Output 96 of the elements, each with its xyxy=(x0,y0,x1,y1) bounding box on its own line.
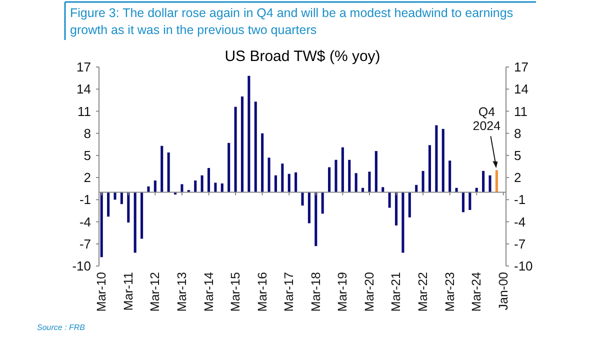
bar xyxy=(107,192,110,217)
bar xyxy=(268,158,270,192)
bar xyxy=(374,151,378,192)
bar xyxy=(415,184,418,192)
bar xyxy=(147,186,150,192)
bar xyxy=(281,164,284,192)
bar xyxy=(482,170,485,192)
bar xyxy=(388,192,391,208)
y-tick-label: -4 xyxy=(79,214,91,230)
bar xyxy=(348,160,351,192)
x-tick-label: Mar-12 xyxy=(148,272,162,312)
y2-tick-label: 17 xyxy=(514,60,528,75)
bar xyxy=(402,192,404,253)
bar xyxy=(334,160,338,192)
y2-tick-label: 5 xyxy=(514,148,522,163)
bar xyxy=(120,192,123,204)
x-tick-label: Mar-19 xyxy=(336,272,350,312)
annotation: Q4 2024 xyxy=(472,105,501,134)
chart-title: Figure 3: The dollar rose again in Q4 and will be a modest headwind to earnings growth as it was in the previous two quarters xyxy=(70,6,514,37)
bar xyxy=(394,192,398,226)
bar xyxy=(114,192,116,200)
source-note: Source : FRB xyxy=(37,323,86,332)
bar xyxy=(154,180,156,192)
y2-tick-label: 2 xyxy=(514,170,522,186)
y2-tick-label: -10 xyxy=(514,258,533,274)
bar xyxy=(488,175,492,192)
bar xyxy=(160,146,164,192)
bar xyxy=(127,192,130,223)
bar xyxy=(495,170,498,192)
chart-subtitle: US Broad TW$ (% yoy) xyxy=(224,48,380,65)
bar xyxy=(455,188,458,192)
bar xyxy=(214,182,217,192)
y-tick-label: 8 xyxy=(84,126,91,141)
bar xyxy=(200,175,204,192)
x-tick-label: Mar-24 xyxy=(470,272,484,312)
x-tick-label: Mar-18 xyxy=(308,272,323,312)
y-tick-label: 11 xyxy=(78,104,91,119)
x-tick-label: Mar-14 xyxy=(202,272,216,312)
bar xyxy=(468,192,472,210)
x-tick-label: Mar-22 xyxy=(416,272,430,312)
y2-tick-label: -4 xyxy=(514,214,526,230)
y-tick-label: 17 xyxy=(76,60,91,75)
bar xyxy=(140,192,144,239)
bar xyxy=(368,172,371,192)
bar xyxy=(321,192,324,214)
bar xyxy=(428,145,431,192)
bar xyxy=(354,173,358,192)
x-tick-label: Mar-13 xyxy=(174,272,189,312)
y-tick-label: -1 xyxy=(79,192,91,208)
bar xyxy=(301,192,304,206)
bar xyxy=(167,152,170,192)
bar xyxy=(462,192,464,212)
y-tick-label: 5 xyxy=(84,148,91,163)
bar xyxy=(382,187,384,192)
y-tick-label: 2 xyxy=(84,170,91,186)
y2-tick-label: 11 xyxy=(514,104,528,119)
bar xyxy=(254,102,257,192)
bar xyxy=(328,167,331,192)
x-tick-label: Mar-10 xyxy=(94,272,109,312)
y-tick-label: -7 xyxy=(79,236,91,252)
x-tick-label: Mar-23 xyxy=(442,272,457,312)
bar xyxy=(314,192,318,246)
bar xyxy=(422,170,424,192)
bar xyxy=(341,147,344,192)
y2-tick-label: -7 xyxy=(514,236,526,252)
bar xyxy=(248,76,250,192)
x-tick-label: Mar-16 xyxy=(255,272,270,312)
y-tick-label: 14 xyxy=(76,82,91,97)
bar xyxy=(180,184,184,192)
y2-tick-label: 14 xyxy=(514,82,528,97)
bar xyxy=(134,192,136,253)
x-tick-label: Mar-17 xyxy=(282,272,296,312)
bar xyxy=(408,192,411,218)
bar xyxy=(442,128,444,192)
bar xyxy=(288,174,290,192)
x-tick-label: Mar-20 xyxy=(362,272,376,312)
bar xyxy=(274,175,277,192)
x-tick-label: Mar-15 xyxy=(228,272,243,312)
bar xyxy=(294,172,298,192)
x-tick-label: Mar-21 xyxy=(389,272,404,312)
bar xyxy=(240,96,244,192)
bar xyxy=(228,142,230,192)
bar xyxy=(220,183,224,192)
bar xyxy=(194,180,197,192)
bar xyxy=(435,125,438,192)
bar xyxy=(234,106,237,192)
x-tick-label: Jan-00 xyxy=(496,272,510,310)
y2-tick-label: 8 xyxy=(514,126,522,141)
y-tick-label: -10 xyxy=(72,258,91,274)
bar xyxy=(261,133,264,192)
bar xyxy=(448,160,452,192)
bar xyxy=(207,168,210,192)
y2-tick-label: -1 xyxy=(514,192,526,208)
x-tick-label: Mar-11 xyxy=(121,272,136,311)
bar xyxy=(308,192,310,224)
bar xyxy=(100,192,103,258)
